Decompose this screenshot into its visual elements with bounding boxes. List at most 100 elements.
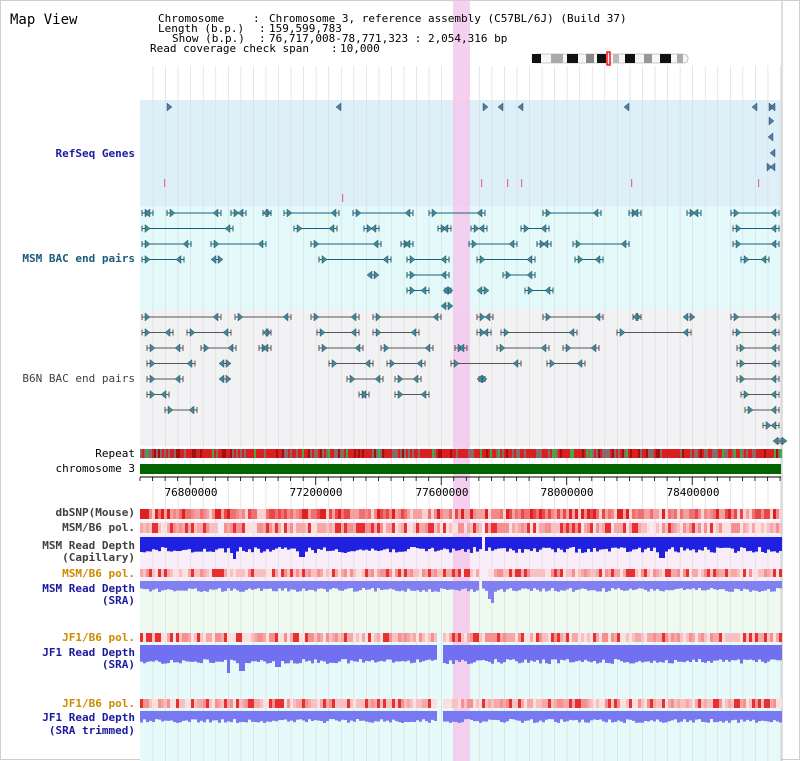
jf1-b6-pol2-cell [542,699,545,708]
track-label-b6n-bac-end-pairs[interactable]: B6N BAC end pairs [22,372,135,385]
msm-b6-pol-cell [272,523,275,533]
jf1-sra-depth-bar [743,645,746,660]
jf1-sra-depth-bar [290,645,293,661]
jf1-b6-pol2-cell [581,699,584,708]
msm-bac-pair-marker [505,270,512,280]
chromosome-ideogram[interactable] [531,51,689,66]
msm-b6-pol-cell [404,523,407,533]
refseq-gene-marker [769,102,776,112]
msm-b6-pol-cell [356,523,359,533]
msm-capillary-depth-bar [410,537,413,548]
jf1-b6-pol2-cell [446,699,449,708]
msm-capillary-depth-bar [704,537,707,548]
msm-sra-depth-bar [719,581,722,590]
repeat-segment [484,449,486,458]
track-label-msm-bac-end-pairs[interactable]: MSM BAC end pairs [22,252,135,265]
msm-b6-pol-cell [173,523,176,533]
dbsnp-cell [656,509,659,519]
b6n-bac-pair-marker [397,390,404,399]
msm-sra-depth-bar [155,581,158,589]
msm-b6-pol2-cell [287,569,290,577]
msm-b6-pol2-cell [323,569,326,577]
jf1-b6-pol-cell [668,633,671,642]
repeat-segment [374,449,376,458]
msm-b6-pol2-cell [632,569,635,577]
track-label-repeat[interactable]: Repeat [95,447,135,460]
msm-capillary-depth-bar [305,537,308,552]
msm-b6-pol2-cell [230,569,233,577]
b6n-bac-pair-marker [772,436,779,446]
msm-sra-depth-bar [632,581,635,591]
msm-capillary-depth-bar [701,537,704,551]
jf1-sra-depth-bar [599,645,602,663]
track-label-refseq-genes[interactable]: RefSeq Genes [56,147,135,160]
msm-sra-depth-bar [530,581,533,591]
track-label-dbsnp[interactable]: dbSNP(Mouse) [56,506,135,519]
jf1-b6-pol-cell [731,633,734,642]
track-label-msm-b6-pol[interactable]: MSM/B6 pol. [62,521,135,534]
dbsnp-cell [206,509,209,519]
dbsnp-cell [305,509,308,519]
msm-capillary-depth-bar [491,537,494,551]
dbsnp-cell [428,509,431,519]
msm-capillary-depth-bar [731,537,734,549]
msm-b6-pol-cell [767,523,770,533]
jf1-sra-depth-bar [521,645,524,663]
jf1-sra-depth-bar [359,645,362,660]
msm-capillary-depth-bar [776,537,779,553]
msm-bac-pair-marker [735,239,742,249]
jf1-b6-pol2-cell [452,699,455,708]
msm-sra-depth-bar [320,581,323,589]
msm-b6-pol2-cell [716,569,719,577]
jf1-sra-depth-bar [194,645,197,662]
track-label-jf1-b6-pol-2[interactable]: JF1/B6 pol. [62,697,135,710]
repeat-segment [154,449,156,458]
jf1-b6-pol-cell [248,633,251,642]
dbsnp-cell [215,509,218,519]
repeat-segment [228,449,230,458]
msm-b6-pol-cell [662,523,665,533]
jf1-b6-pol2-cell [515,699,518,708]
jf1-trimmed-depth-bar [764,711,767,722]
track-label-chromosome[interactable]: chromosome 3 [56,462,135,475]
track-label-msm-b6-pol-2[interactable]: MSM/B6 pol. [62,567,135,580]
track-label-msm-read-depth-capillary[interactable]: MSM Read Depth [42,539,135,552]
repeat-segment [156,449,158,458]
msm-b6-pol-cell [611,523,614,533]
jf1-sra-depth-bar [197,645,200,663]
msm-b6-pol-cell [488,523,491,533]
jf1-b6-pol-cell [491,633,494,642]
msm-b6-pol-cell [329,523,332,533]
dbsnp-cell [326,509,329,519]
track-label-jf1-read-depth-trimmed-sub: (SRA trimmed) [49,724,135,737]
jf1-b6-pol-cell [293,633,296,642]
msm-sra-depth-bar [182,581,185,591]
jf1-trimmed-depth-bar [443,711,446,722]
jf1-b6-pol2-cell [737,699,740,708]
dbsnp-cell [761,509,764,519]
msm-b6-pol2-cell [773,569,776,577]
msm-b6-pol-cell [566,523,569,533]
jf1-trimmed-depth-bar [533,711,536,723]
jf1-b6-pol2-cell [455,699,458,708]
msm-sra-depth-bar [641,581,644,589]
dbsnp-cell [500,509,503,519]
track-label-msm-read-depth-sra[interactable]: MSM Read Depth [42,582,135,595]
msm-b6-pol-cell [446,523,449,533]
track-label-jf1-b6-pol[interactable]: JF1/B6 pol. [62,631,135,644]
dbsnp-cell [509,509,512,519]
track-label-jf1-read-depth-trimmed[interactable]: JF1 Read Depth [42,711,135,724]
jf1-sra-depth-bar [680,645,683,662]
b6n-bac-pair-marker [781,436,788,446]
repeat-segment [724,449,726,458]
jf1-sra-depth-bar [479,645,482,661]
msm-b6-pol2-cell [365,569,368,577]
msm-capillary-depth-bar [575,537,578,553]
jf1-sra-depth-bar [260,645,263,661]
jf1-b6-pol2-cell [464,699,467,708]
msm-capillary-depth-bar [191,537,194,553]
jf1-b6-pol2-cell [146,699,149,708]
msm-sra-depth-bar [245,581,248,590]
track-label-jf1-read-depth-sra[interactable]: JF1 Read Depth [42,646,135,659]
